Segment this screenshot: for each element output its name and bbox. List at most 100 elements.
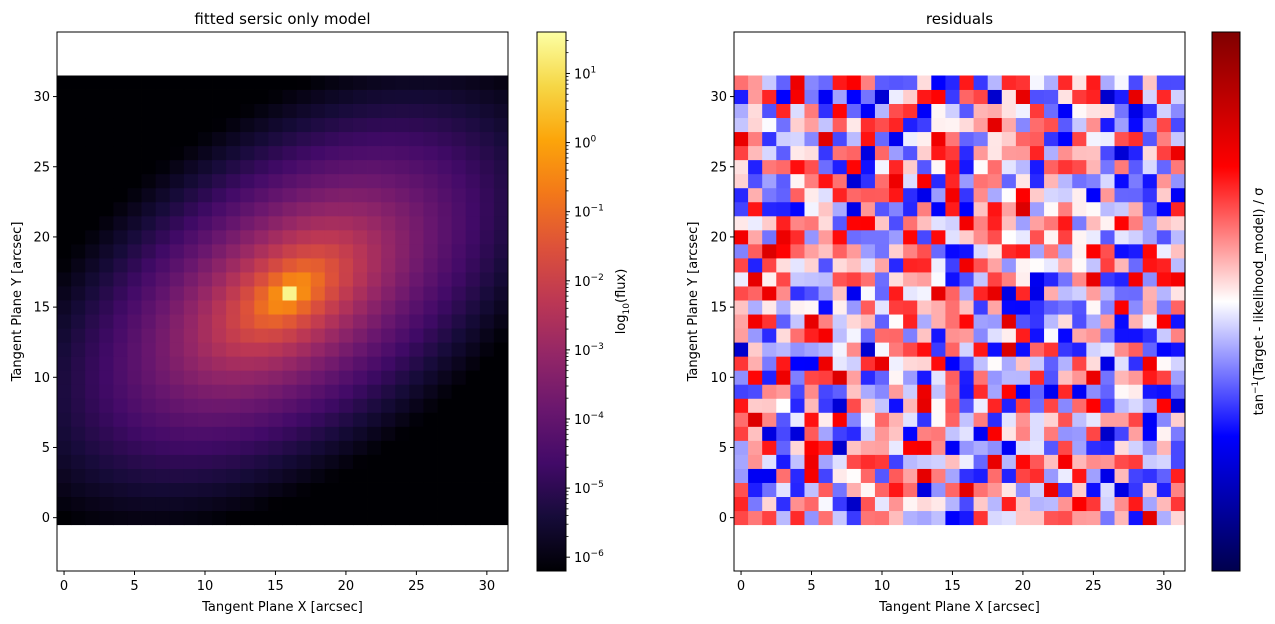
heatmap-cell: [338, 440, 354, 455]
heatmap-cell: [1001, 440, 1017, 455]
heatmap-cell: [832, 187, 848, 203]
heatmap-cell: [352, 468, 368, 483]
heatmap-cell: [931, 201, 946, 217]
heatmap-cell: [1100, 398, 1115, 413]
heatmap-cell: [197, 75, 213, 90]
heatmap-cell: [1072, 412, 1087, 427]
heatmap-cell: [874, 356, 890, 371]
heatmap-cell: [141, 215, 157, 231]
heatmap-cell: [57, 328, 72, 343]
heatmap-cell: [381, 145, 396, 161]
heatmap-cell: [183, 89, 199, 104]
heatmap-cell: [762, 187, 777, 203]
heatmap-cell: [141, 75, 157, 90]
heatmap-cell: [212, 145, 227, 161]
heatmap-cell: [268, 257, 283, 273]
heatmap-cell: [832, 426, 848, 441]
heatmap-cell: [338, 117, 354, 133]
heatmap-cell: [903, 384, 918, 399]
heatmap-cell: [99, 272, 114, 287]
heatmap-cell: [874, 243, 890, 259]
heatmap-cell: [903, 89, 918, 104]
heatmap-cell: [71, 159, 86, 175]
heatmap-cell: [931, 328, 946, 343]
heatmap-cell: [917, 131, 932, 147]
colorbar-tick-label: 10−1: [574, 204, 604, 221]
heatmap-cell: [169, 440, 185, 455]
heatmap-cell: [310, 75, 326, 90]
heatmap-cell: [268, 370, 283, 385]
heatmap-cell: [352, 131, 368, 147]
heatmap-cell: [987, 454, 1003, 469]
heatmap-cell: [451, 384, 467, 399]
heatmap-cell: [85, 440, 100, 455]
heatmap-cell: [310, 356, 326, 371]
heatmap-cell: [1044, 131, 1059, 147]
heatmap-cell: [1044, 398, 1059, 413]
heatmap-cell: [1001, 468, 1017, 483]
heatmap-cell: [931, 75, 946, 90]
heatmap-cell: [254, 145, 269, 161]
heatmap-cell: [324, 454, 340, 469]
heatmap-cell: [889, 173, 904, 189]
heatmap-cell: [889, 215, 904, 231]
heatmap-cell: [155, 187, 171, 203]
heatmap-cell: [903, 117, 918, 133]
residuals-chart-title: residuals: [926, 10, 993, 28]
heatmap-cell: [1015, 510, 1031, 526]
heatmap-cell: [1128, 468, 1144, 483]
heatmap-cell: [409, 89, 424, 104]
heatmap-cell: [310, 229, 326, 245]
heatmap-cell: [776, 215, 791, 231]
heatmap-cell: [479, 300, 495, 315]
heatmap-cell: [268, 328, 283, 343]
heatmap-cell: [381, 243, 396, 259]
heatmap-cell: [1015, 412, 1031, 427]
heatmap-cell: [282, 272, 297, 287]
heatmap-cell: [113, 89, 128, 104]
heatmap-cell: [71, 286, 86, 301]
heatmap-cell: [451, 314, 467, 329]
heatmap-cell: [1044, 286, 1059, 301]
model-chart-title: fitted sersic only model: [194, 10, 370, 28]
heatmap-cell: [748, 257, 763, 273]
heatmap-cell: [1072, 173, 1087, 189]
heatmap-cell: [846, 482, 862, 498]
heatmap-cell: [395, 215, 410, 231]
heatmap-cell: [57, 454, 72, 469]
heatmap-cell: [748, 201, 763, 217]
heatmap-cell: [99, 75, 114, 90]
heatmap-cell: [268, 482, 283, 498]
heatmap-cell: [1044, 342, 1059, 357]
heatmap-cell: [1156, 440, 1172, 455]
heatmap-cell: [945, 229, 960, 245]
heatmap-cell: [874, 89, 890, 104]
heatmap-cell: [762, 159, 777, 175]
heatmap-cell: [57, 426, 72, 441]
heatmap-cell: [310, 173, 326, 189]
heatmap-cell: [1100, 314, 1115, 329]
heatmap-cell: [903, 412, 918, 427]
heatmap-cell: [352, 145, 368, 161]
heatmap-cell: [762, 440, 777, 455]
heatmap-cell: [282, 215, 297, 231]
heatmap-cell: [409, 272, 424, 287]
heatmap-cell: [296, 89, 312, 104]
heatmap-cell: [1086, 75, 1101, 90]
heatmap-cell: [987, 370, 1003, 385]
heatmap-cell: [1044, 117, 1059, 133]
heatmap-cell: [310, 286, 326, 301]
heatmap-cell: [57, 384, 72, 399]
heatmap-cell: [1072, 370, 1087, 385]
heatmap-cell: [240, 454, 255, 469]
heatmap-cell: [889, 468, 904, 483]
heatmap-cell: [917, 370, 932, 385]
heatmap-cell: [987, 468, 1003, 483]
heatmap-cell: [931, 215, 946, 231]
heatmap-cell: [776, 103, 791, 119]
heatmap-cell: [254, 398, 269, 413]
heatmap-cell: [183, 145, 199, 161]
heatmap-cell: [197, 328, 213, 343]
heatmap-cell: [1072, 426, 1087, 441]
heatmap-cell: [945, 103, 960, 119]
